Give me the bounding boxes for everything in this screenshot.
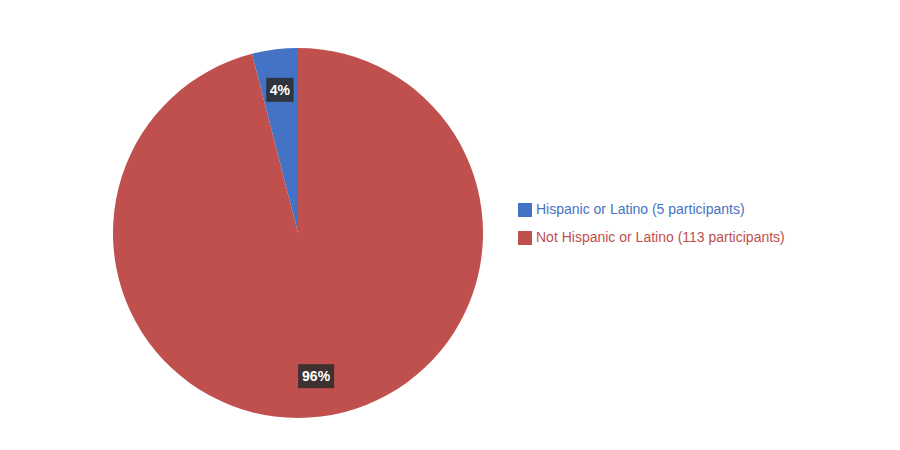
svg-text:96%: 96% (302, 368, 331, 384)
svg-text:4%: 4% (270, 82, 291, 98)
html-text:Hispanic or Latino (5 particip: Hispanic or Latino (5 participants) (536, 201, 745, 217)
html-text:Not Hispanic or Latino (113 pa: Not Hispanic or Latino (113 participants… (536, 229, 785, 245)
